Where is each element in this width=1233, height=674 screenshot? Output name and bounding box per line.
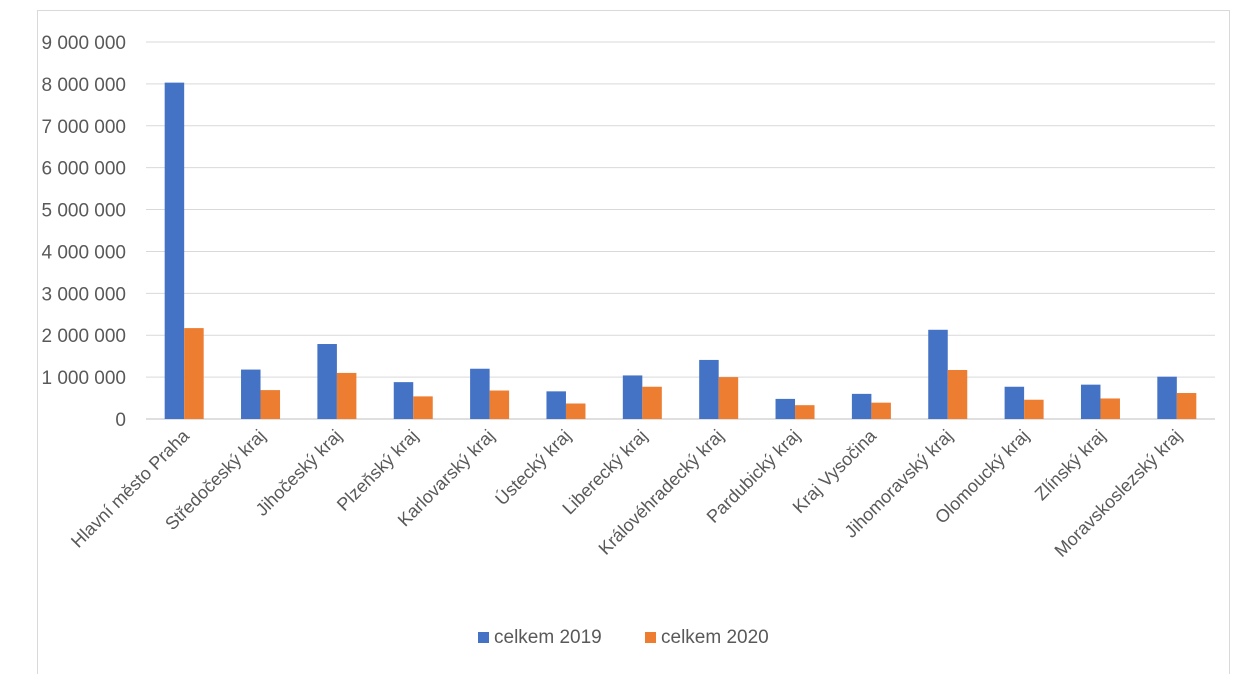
bar-2019: [928, 329, 948, 419]
y-tick-label: 9 000 000: [41, 33, 126, 54]
bar-2019: [317, 344, 337, 419]
bar-2020: [184, 328, 204, 419]
bar-2019: [622, 375, 643, 419]
bar-2020: [718, 377, 739, 419]
legend-swatch: [645, 632, 656, 643]
bar-2020: [795, 405, 815, 419]
x-tick-label: Moravskoslezský kraj: [1051, 426, 1186, 561]
bar-2020: [947, 369, 968, 419]
y-tick-label: 4 000 000: [41, 242, 126, 263]
bar-2020: [1100, 398, 1120, 419]
bar-2019: [699, 359, 719, 419]
bar-2020: [1176, 393, 1197, 419]
legend-label: celkem 2019: [494, 627, 602, 648]
y-tick-label: 1 000 000: [41, 368, 126, 389]
bars: [164, 82, 1197, 419]
bar-2020: [565, 403, 586, 419]
y-tick-label: 8 000 000: [41, 75, 126, 96]
bar-2019: [546, 391, 566, 419]
bar-2020: [1024, 399, 1044, 419]
bar-2020: [871, 402, 891, 419]
y-tick-label: 3 000 000: [41, 284, 126, 305]
bar-2020: [489, 390, 510, 419]
gridlines: [146, 41, 1215, 420]
bar-2019: [851, 393, 872, 419]
legend-label: celkem 2020: [661, 627, 769, 648]
bar-2019: [1157, 376, 1177, 419]
y-tick-label: 0: [115, 410, 126, 431]
y-axis-ticks: 0 1 000 000 2 000 000 3 000 000 4 000 000 5 0…: [41, 33, 126, 431]
y-tick-label: 5 000 000: [41, 201, 126, 222]
bar-2019: [164, 82, 185, 419]
y-tick-label: 6 000 000: [41, 159, 126, 180]
y-tick-label: 7 000 000: [41, 117, 126, 138]
x-tick-label: Zlínský kraj: [1031, 426, 1109, 504]
legend-swatch: [478, 632, 489, 643]
bar-2019: [1080, 384, 1101, 419]
bar-2019: [241, 369, 261, 419]
bar-2019: [1004, 386, 1025, 419]
bar-2020: [336, 372, 357, 419]
y-tick-label: 2 000 000: [41, 326, 126, 347]
bar-2020: [642, 386, 662, 419]
x-tick-label: Ústecký kraj: [491, 425, 575, 509]
bar-2020: [413, 396, 433, 419]
bar-2019: [470, 368, 490, 419]
x-tick-label: Královéhradecký kraj: [595, 426, 728, 559]
bar-2019: [775, 398, 796, 419]
chart-border: [37, 10, 1230, 674]
bar-2020: [260, 390, 281, 419]
legend: celkem 2019 celkem 2020: [478, 627, 769, 648]
bar-2019: [393, 382, 414, 419]
